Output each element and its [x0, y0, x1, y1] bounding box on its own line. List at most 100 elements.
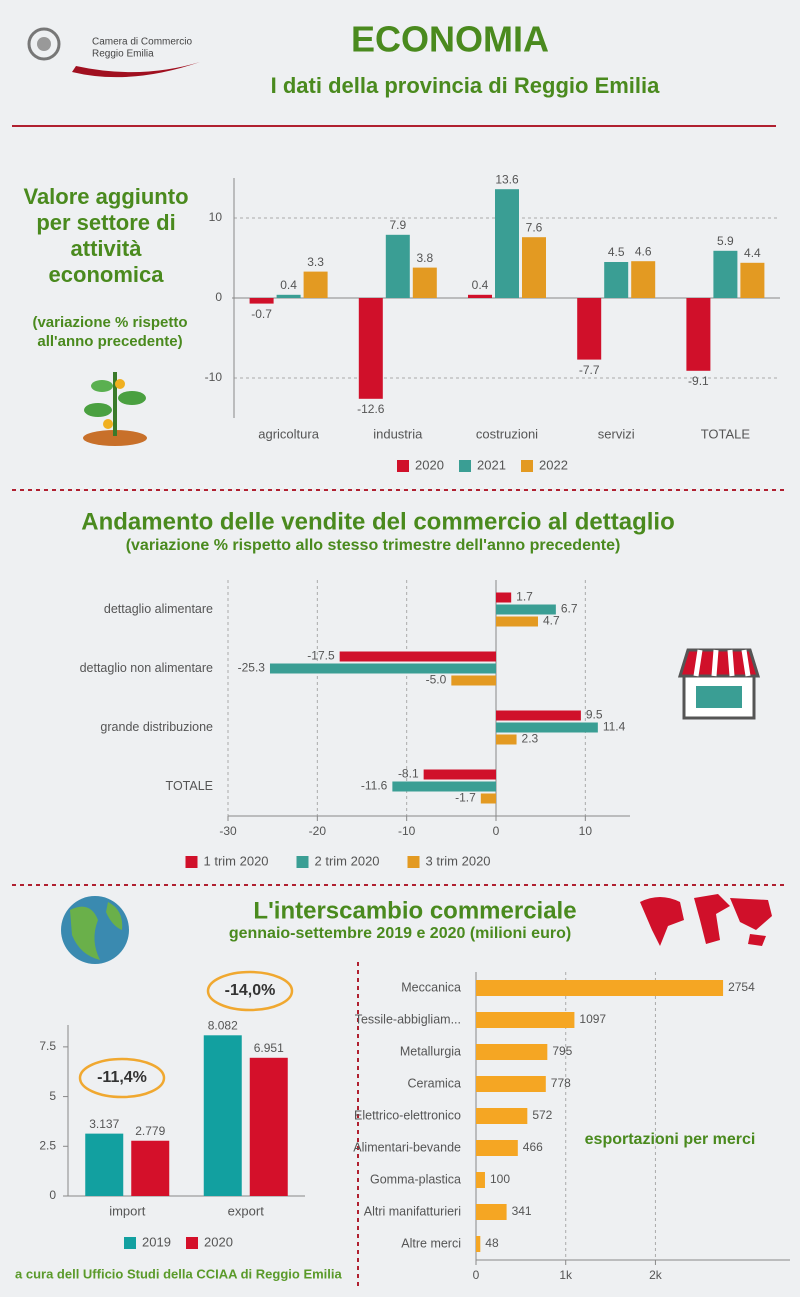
x-tick-label: -30	[219, 824, 237, 838]
footer: a cura dell Ufficio Studi della CCIAA di…	[15, 1266, 343, 1281]
bar	[358, 298, 383, 399]
x-tick-label: -10	[398, 824, 416, 838]
value-label: 4.5	[608, 245, 625, 259]
y-tick-label: 2.5	[39, 1138, 56, 1152]
page-subtitle: I dati della provincia di Reggio Emilia	[271, 73, 661, 98]
value-label: -0.7	[251, 307, 272, 321]
x-tick-label: TOTALE	[701, 426, 751, 441]
legend-swatch	[185, 856, 198, 868]
bar	[713, 250, 738, 298]
value-label: 3.3	[307, 255, 324, 269]
value-label: 1097	[579, 1012, 606, 1026]
bar	[476, 1204, 507, 1220]
legend-label: 2019	[142, 1234, 171, 1249]
y-tick-label: Elettrico-elettronico	[354, 1108, 461, 1122]
y-tick-label: grande distribuzione	[100, 720, 213, 734]
bar	[476, 1076, 546, 1092]
value-label: 5.9	[717, 234, 734, 248]
value-label: -5.0	[426, 673, 447, 687]
value-label: -11.6	[361, 779, 388, 793]
chart-title: L'interscambio commerciale	[253, 897, 576, 924]
bar	[468, 294, 492, 298]
x-tick-label: export	[228, 1203, 265, 1218]
bar	[269, 663, 496, 674]
y-tick-label: 0	[215, 290, 222, 304]
x-tick-label: agricoltura	[258, 426, 319, 441]
bar	[476, 1236, 481, 1252]
annotation: -11,4%	[97, 1069, 147, 1086]
legend-label: 2021	[477, 457, 506, 472]
legend-swatch	[521, 460, 533, 472]
bar	[686, 298, 711, 371]
x-tick-label: 10	[579, 824, 593, 838]
y-tick-label: 10	[209, 210, 223, 224]
x-tick-label: industria	[373, 426, 423, 441]
y-tick-label: TOTALE	[166, 779, 213, 793]
bar	[476, 1140, 518, 1156]
value-label: 341	[512, 1204, 532, 1218]
bar	[496, 722, 598, 733]
y-tick-label: -10	[205, 370, 223, 384]
bar	[577, 298, 602, 360]
y-tick-label: 7.5	[39, 1039, 56, 1053]
value-label: 9.5	[586, 708, 603, 722]
chart-subtitle: (variazione % rispetto	[32, 314, 187, 331]
bar	[203, 1035, 242, 1196]
legend-swatch	[407, 856, 420, 868]
value-label: 2.779	[135, 1124, 165, 1138]
y-tick-label: Alimentari-bevande	[353, 1140, 461, 1154]
y-tick-label: dettaglio alimentare	[104, 602, 213, 616]
y-tick-label: Ceramica	[408, 1076, 462, 1090]
x-tick-label: 0	[473, 1268, 480, 1282]
bar	[495, 189, 519, 298]
y-tick-label: Meccanica	[401, 980, 461, 994]
chart-subtitle: gennaio-settembre 2019 e 2020 (milioni e…	[229, 925, 571, 942]
chart-title: Valore aggiunto	[23, 184, 188, 209]
legend-swatch	[186, 1237, 198, 1249]
y-tick-label: 5	[49, 1089, 56, 1103]
bar	[85, 1133, 124, 1196]
page-title: ECONOMIA	[351, 19, 549, 60]
y-tick-label: Metallurgia	[400, 1044, 461, 1058]
x-tick-label: costruzioni	[476, 426, 538, 441]
value-label: 0.4	[472, 278, 489, 292]
value-label: 572	[532, 1108, 552, 1122]
bar	[496, 734, 517, 745]
legend-swatch	[124, 1237, 136, 1249]
bar	[476, 1044, 548, 1060]
bar	[276, 294, 301, 298]
value-label: 7.6	[526, 220, 543, 234]
bar	[131, 1140, 170, 1196]
x-tick-label: servizi	[598, 426, 635, 441]
chart-subtitle: (variazione % rispetto allo stesso trime…	[126, 537, 621, 554]
value-label: -17.5	[307, 649, 335, 663]
bar	[423, 769, 496, 780]
y-tick-label: Tessile-abbigliam...	[355, 1012, 461, 1026]
bar	[385, 234, 410, 298]
bar	[496, 616, 538, 627]
value-label: 466	[523, 1140, 543, 1154]
y-tick-label: Altri manifatturieri	[364, 1204, 461, 1218]
annotation-oval	[206, 970, 294, 1012]
bar	[480, 793, 496, 804]
y-tick-label: dettaglio non alimentare	[80, 661, 213, 675]
value-label: 6.7	[561, 602, 578, 616]
bar	[392, 781, 496, 792]
value-label: 4.7	[543, 614, 560, 628]
legend-label: 2020	[415, 457, 444, 472]
chart-title: attività	[71, 236, 143, 261]
bar	[496, 710, 581, 721]
bar	[249, 1057, 288, 1196]
y-tick-label: Gomma-plastica	[370, 1172, 461, 1186]
bar	[476, 1108, 528, 1124]
bar	[631, 261, 656, 298]
bar	[476, 1012, 575, 1028]
bar	[303, 271, 328, 298]
y-tick-label: 0	[49, 1188, 56, 1202]
value-label: -9.1	[688, 374, 709, 388]
chart-title: esportazioni per merci	[585, 1131, 756, 1148]
value-label: -1.7	[455, 791, 476, 805]
legend-swatch	[296, 856, 309, 868]
